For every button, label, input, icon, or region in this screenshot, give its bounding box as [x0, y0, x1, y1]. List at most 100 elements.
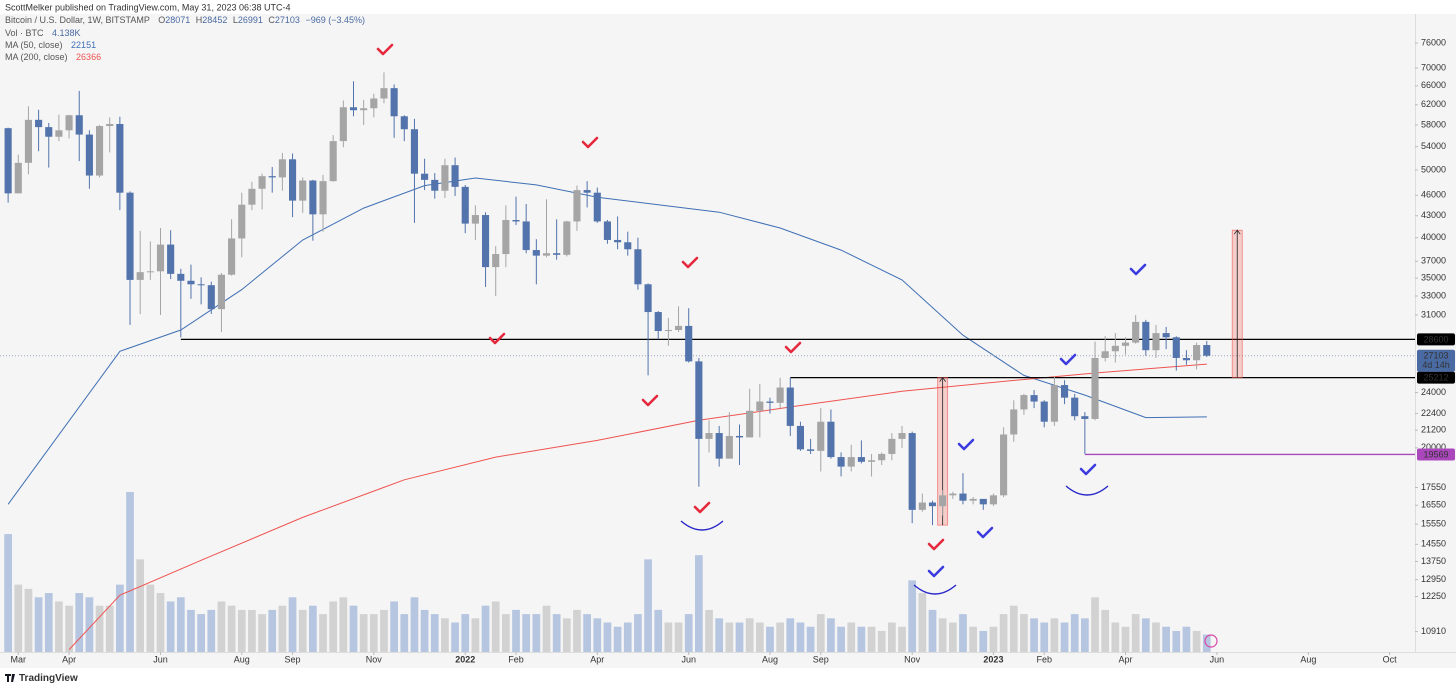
- header: ScottMelker published on TradingView.com…: [5, 2, 291, 12]
- volume-bar: [979, 630, 988, 652]
- candle-body: [979, 498, 987, 505]
- candle-body: [502, 220, 510, 255]
- volume-bar: [258, 614, 266, 652]
- candle-body: [1091, 357, 1099, 419]
- x-tick-label: 2022: [455, 654, 475, 664]
- volume-bar: [664, 622, 673, 652]
- volume-bar: [105, 605, 114, 652]
- candle-body: [461, 186, 469, 224]
- volume-bar: [136, 559, 145, 652]
- volume-bar: [522, 614, 531, 652]
- candle-body: [867, 460, 876, 462]
- volume-bar: [461, 614, 470, 652]
- candle-body: [126, 192, 134, 280]
- check-mark: [1059, 353, 1077, 366]
- check-mark: [376, 43, 394, 56]
- level-label-box: [1417, 371, 1455, 384]
- candle-body: [217, 274, 225, 310]
- y-tick-label: 12950: [1421, 574, 1446, 584]
- candle-body: [248, 188, 256, 205]
- y-tick-label: 50000: [1421, 164, 1446, 174]
- legend-letter: L: [233, 15, 238, 25]
- check-mark: [488, 332, 506, 345]
- x-tick-label: Aug: [234, 654, 250, 664]
- candle-body: [939, 495, 947, 507]
- candle-body: [238, 204, 246, 239]
- volume-bar: [1202, 634, 1211, 652]
- candle-body: [573, 190, 581, 222]
- candle-body: [349, 107, 358, 111]
- legend-letter: O: [158, 15, 165, 25]
- volume-bar: [349, 605, 358, 652]
- candle-body: [949, 493, 957, 496]
- candle-body: [634, 249, 642, 285]
- x-tick-label: Jun: [681, 654, 696, 664]
- candle-body: [451, 165, 459, 187]
- volume-bar: [14, 584, 23, 652]
- volume-bar: [75, 593, 84, 652]
- candle-body: [299, 180, 307, 201]
- candle-body: [309, 180, 317, 215]
- current-price-label: 27103: [1423, 351, 1448, 361]
- volume-bar: [1081, 618, 1089, 652]
- candle-body: [532, 250, 540, 256]
- candle-body: [878, 453, 886, 461]
- y-tick-label: 10910: [1421, 626, 1446, 636]
- volume-bar: [745, 618, 754, 652]
- volume-bar: [430, 614, 439, 652]
- candle-body: [766, 401, 774, 403]
- event-icon: [1204, 634, 1218, 648]
- volume-bar: [989, 626, 998, 652]
- volume-bar: [491, 601, 500, 652]
- volume-bar: [237, 609, 246, 652]
- volume-bar: [380, 609, 388, 652]
- candle-body: [187, 280, 195, 285]
- legend-value: 26991: [238, 15, 263, 25]
- volume-bar: [156, 593, 165, 652]
- volume-bar: [288, 597, 297, 652]
- volume-bar: [126, 492, 134, 652]
- candle-body: [918, 502, 926, 510]
- volume-bar: [4, 534, 12, 652]
- arc-mark: [913, 584, 957, 595]
- volume-bar: [1091, 597, 1099, 652]
- candle-body: [542, 253, 551, 256]
- check-mark: [927, 538, 945, 551]
- arc-mark: [1065, 485, 1109, 496]
- volume-bar: [410, 597, 419, 652]
- volume-bar: [319, 614, 327, 652]
- volume-bar: [1121, 626, 1130, 652]
- level-label-box: [1417, 448, 1455, 461]
- volume-bar: [55, 601, 63, 652]
- volume-bar: [95, 605, 104, 652]
- volume-bar: [623, 622, 632, 652]
- candle-body: [35, 119, 43, 128]
- legend-volume-value: 4.138K: [52, 28, 81, 38]
- volume-bar: [329, 601, 338, 652]
- y-tick-label: 33000: [1421, 290, 1446, 300]
- volume-bar: [85, 597, 94, 652]
- volume-bar: [654, 609, 663, 652]
- volume-bar: [1070, 614, 1079, 652]
- candle-body: [756, 401, 764, 411]
- y-tick-label: 24000: [1421, 387, 1446, 397]
- x-tick-label: Mar: [11, 654, 27, 664]
- volume-bar: [705, 609, 713, 652]
- level-label-box: [1417, 333, 1455, 346]
- candle-body: [614, 239, 622, 243]
- y-tick-label: 17550: [1421, 482, 1446, 492]
- volume-bar: [1101, 609, 1110, 652]
- volume-bar: [197, 614, 205, 652]
- y-tick-label: 66000: [1421, 80, 1446, 90]
- volume-bar: [593, 618, 602, 652]
- x-tick-label: Apr: [62, 654, 76, 664]
- candle-body: [847, 457, 855, 467]
- legend-value: 28071: [165, 15, 190, 25]
- candle-body: [928, 502, 937, 507]
- candle-body: [908, 433, 916, 510]
- candle-body: [136, 272, 144, 280]
- candle-body: [796, 425, 805, 450]
- volume-bar: [1009, 605, 1018, 652]
- candle-body: [1193, 345, 1201, 361]
